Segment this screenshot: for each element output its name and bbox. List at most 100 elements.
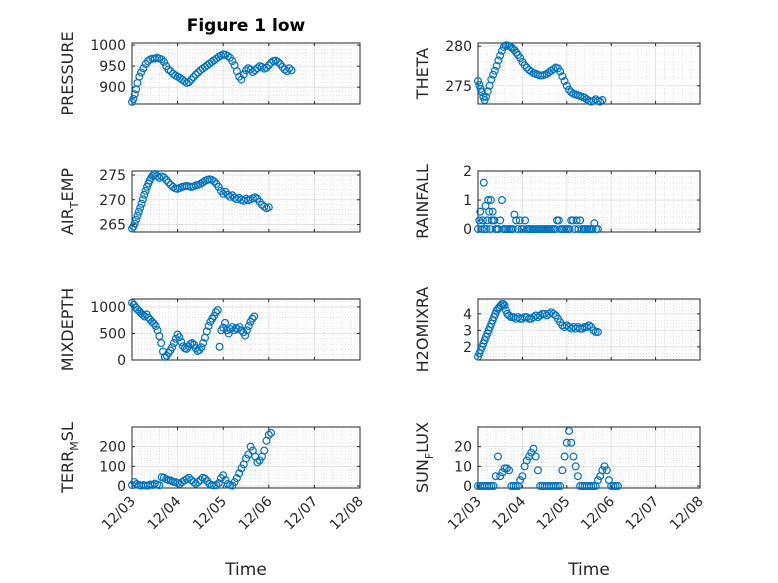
data-point bbox=[515, 216, 524, 225]
data-point bbox=[516, 54, 525, 63]
y-tick-label: 0 bbox=[117, 479, 126, 495]
data-point bbox=[489, 482, 498, 491]
data-point bbox=[500, 301, 509, 310]
y-axis-label-main: TERR bbox=[58, 451, 77, 494]
y-axis-label-main: SUN bbox=[413, 459, 432, 493]
data-point bbox=[159, 173, 168, 182]
y-tick-label: 100 bbox=[99, 459, 126, 475]
data-point bbox=[130, 219, 139, 228]
y-tick-label: 275 bbox=[99, 168, 126, 184]
y-axis-label-main: AIR bbox=[58, 208, 77, 235]
data-point bbox=[527, 67, 536, 76]
data-point bbox=[505, 311, 514, 320]
data-point bbox=[189, 73, 198, 82]
data-point bbox=[562, 81, 571, 90]
data-point bbox=[136, 203, 145, 212]
y-tick-label: 0 bbox=[463, 222, 472, 238]
data-point bbox=[223, 190, 232, 199]
data-point bbox=[478, 88, 487, 97]
data-point bbox=[255, 456, 264, 465]
data-point bbox=[166, 67, 175, 76]
data-point bbox=[565, 225, 574, 234]
data-point bbox=[157, 339, 166, 348]
data-point bbox=[264, 203, 273, 212]
data-point bbox=[485, 482, 494, 491]
data-point bbox=[611, 482, 620, 491]
y-axis-label-tail: EMP bbox=[58, 168, 77, 202]
plot-area bbox=[478, 171, 700, 232]
data-point bbox=[212, 481, 221, 490]
data-point bbox=[500, 464, 509, 473]
data-point bbox=[525, 314, 534, 323]
data-point bbox=[237, 75, 246, 84]
data-point bbox=[134, 207, 143, 216]
y-tick-label: 0 bbox=[117, 353, 126, 369]
y-tick-label: 270 bbox=[99, 193, 126, 209]
data-point bbox=[230, 478, 239, 487]
data-point bbox=[533, 466, 542, 475]
axes-box bbox=[131, 170, 361, 233]
data-point bbox=[600, 462, 609, 471]
data-point bbox=[213, 306, 222, 315]
data-point bbox=[168, 343, 177, 352]
data-point bbox=[602, 466, 611, 475]
data-point bbox=[560, 77, 569, 86]
data-point bbox=[487, 75, 496, 84]
y-tick-label: 2 bbox=[463, 164, 472, 180]
data-point bbox=[569, 452, 578, 461]
data-point bbox=[576, 216, 585, 225]
data-point bbox=[141, 186, 150, 195]
data-point bbox=[194, 478, 203, 487]
data-point bbox=[202, 327, 211, 336]
data-point bbox=[598, 96, 607, 105]
subplot-6: 234 H2OMIXRA bbox=[413, 287, 701, 372]
y-tick-label: 1000 bbox=[90, 38, 126, 54]
y-axis-label-tail: SL bbox=[58, 422, 77, 441]
data-point bbox=[223, 52, 232, 61]
data-point bbox=[508, 225, 517, 234]
data-point bbox=[215, 342, 224, 351]
y-axis-label: SUNFLUX bbox=[413, 422, 436, 493]
data-point bbox=[197, 343, 206, 352]
data-point bbox=[248, 314, 257, 323]
y-tick-label: 10 bbox=[454, 459, 472, 475]
y-tick-label: 1 bbox=[463, 193, 472, 209]
y-tick-label: 3 bbox=[463, 323, 472, 339]
data-point bbox=[185, 78, 194, 87]
data-point bbox=[512, 48, 521, 57]
data-point bbox=[476, 207, 485, 216]
data-point bbox=[235, 469, 244, 478]
data-point bbox=[486, 196, 495, 205]
data-point bbox=[267, 428, 276, 437]
y-tick-label: 280 bbox=[445, 39, 472, 55]
data-point bbox=[613, 482, 622, 491]
data-point bbox=[571, 462, 580, 471]
data-point bbox=[521, 216, 530, 225]
y-tick-label: 4 bbox=[463, 307, 472, 323]
data-point bbox=[567, 88, 576, 97]
data-point bbox=[589, 326, 598, 335]
data-point bbox=[529, 444, 538, 453]
data-point bbox=[522, 456, 531, 465]
data-point bbox=[497, 46, 506, 55]
data-point bbox=[251, 66, 260, 75]
data-point bbox=[491, 472, 500, 481]
data-point bbox=[485, 207, 494, 216]
y-axis-label-subscript: T bbox=[68, 201, 81, 209]
data-point bbox=[587, 482, 596, 491]
data-point bbox=[232, 474, 241, 483]
data-point bbox=[287, 66, 296, 75]
data-point bbox=[549, 65, 558, 74]
data-point bbox=[143, 57, 152, 66]
x-axis-label: Time bbox=[567, 560, 610, 580]
data-point bbox=[177, 337, 186, 346]
data-point bbox=[190, 340, 199, 349]
data-point bbox=[578, 324, 587, 333]
y-tick-label: 950 bbox=[99, 59, 126, 75]
data-point bbox=[490, 216, 499, 225]
data-point bbox=[262, 63, 271, 72]
data-point bbox=[527, 448, 536, 457]
data-point bbox=[518, 472, 527, 481]
